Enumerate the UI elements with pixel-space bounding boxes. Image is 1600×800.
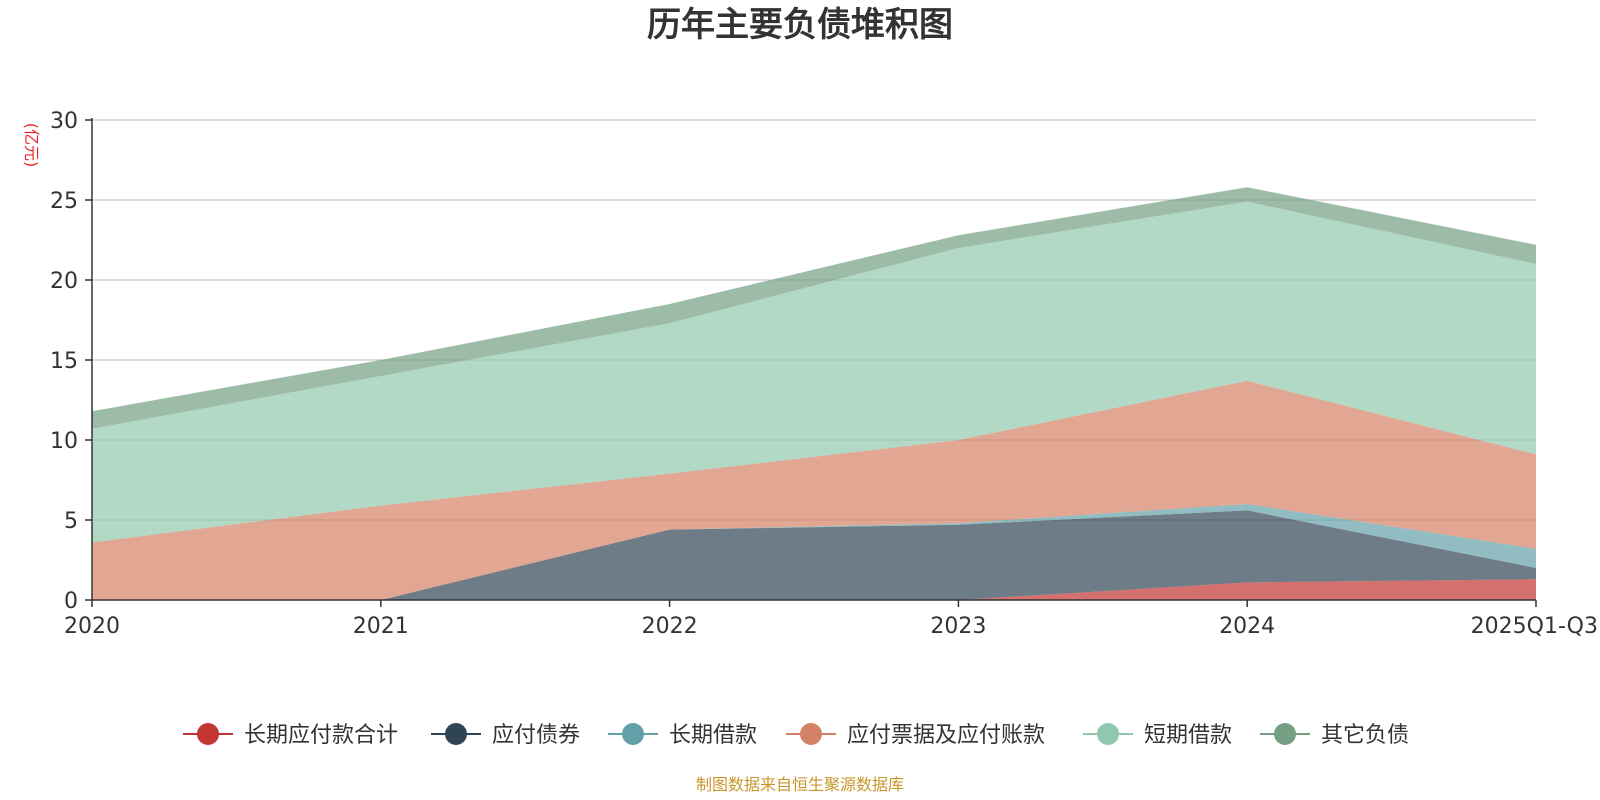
legend-marker — [1097, 723, 1119, 745]
legend-marker — [622, 723, 644, 745]
y-tick-label: 20 — [50, 269, 78, 294]
area-series-0 — [92, 579, 1536, 600]
x-tick-label: 2020 — [64, 614, 120, 639]
legend-marker — [1274, 723, 1296, 745]
chart-title: 历年主要负债堆积图 — [647, 5, 953, 45]
legend-item-0[interactable]: 长期应付款合计 — [183, 723, 398, 748]
x-tick-label: 2024 — [1219, 614, 1275, 639]
y-tick-label: 15 — [50, 349, 78, 374]
y-tick-label: 30 — [50, 109, 78, 134]
x-tick-label: 2022 — [642, 614, 698, 639]
legend-item-4[interactable]: 短期借款 — [1083, 723, 1232, 748]
legend-marker — [445, 723, 467, 745]
area-series-3 — [92, 380, 1536, 600]
y-axis-unit-label: (亿元) — [22, 123, 41, 168]
legend-item-5[interactable]: 其它负债 — [1260, 723, 1409, 748]
legend-label: 长期借款 — [669, 723, 757, 748]
legend-marker — [197, 723, 219, 745]
legend-label: 应付债券 — [492, 723, 580, 748]
data-source-note: 制图数据来自恒生聚源数据库 — [696, 775, 904, 794]
legend: 长期应付款合计 应付债券 长期借款 应付票据及应付账款 短期借款 其它负债 — [183, 723, 1409, 748]
area-series-4 — [92, 201, 1536, 543]
legend-label: 短期借款 — [1144, 723, 1232, 748]
legend-label: 其它负债 — [1321, 723, 1409, 748]
x-tick-label: 2023 — [930, 614, 986, 639]
legend-item-1[interactable]: 应付债券 — [431, 723, 580, 748]
y-tick-label: 10 — [50, 429, 78, 454]
legend-label: 应付票据及应付账款 — [847, 723, 1045, 748]
legend-marker — [800, 723, 822, 745]
x-tick-label: 2021 — [353, 614, 409, 639]
series-areas — [92, 187, 1536, 600]
y-tick-label: 25 — [50, 189, 78, 214]
y-axis-ticks: 0 5 10 15 20 25 30 — [50, 109, 92, 614]
x-tick-label: 2025Q1-Q3 — [1471, 614, 1598, 639]
legend-label: 长期应付款合计 — [244, 723, 398, 748]
y-tick-label: 5 — [64, 509, 78, 534]
x-axis-ticks: 2020 2021 2022 2023 2024 2025Q1-Q3 — [64, 600, 1598, 639]
legend-item-2[interactable]: 长期借款 — [608, 723, 757, 748]
area-series-1 — [92, 510, 1536, 600]
y-tick-label: 0 — [64, 589, 78, 614]
legend-item-3[interactable]: 应付票据及应付账款 — [786, 723, 1045, 748]
